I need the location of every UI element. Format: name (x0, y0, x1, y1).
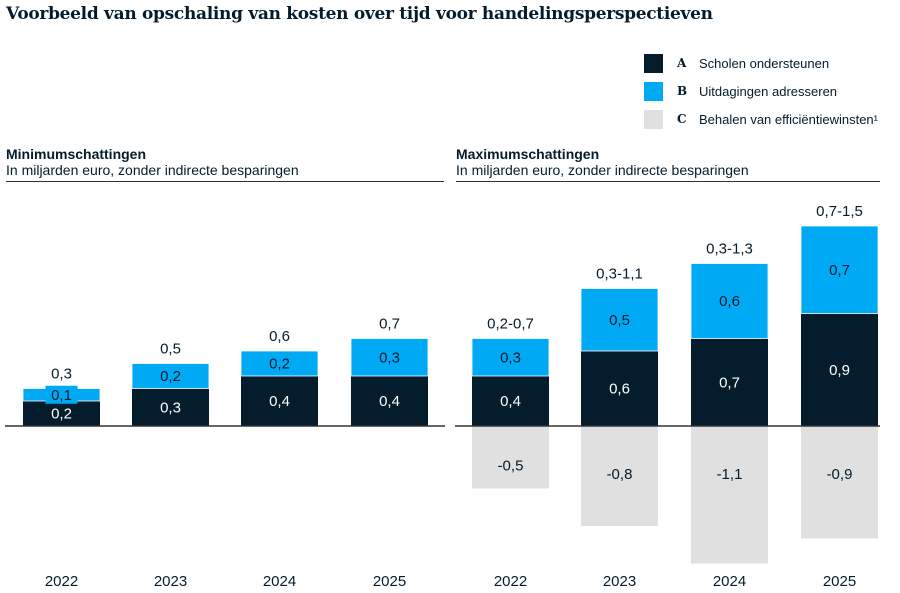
legend-label: Scholen ondersteunen (699, 55, 830, 71)
data-label: 0,3 (160, 399, 181, 416)
data-label: 0,1 (51, 387, 72, 404)
legend-swatch (644, 81, 663, 101)
legend-key: B (677, 84, 688, 98)
legend-item-b: B Uitdagingen adresseren (644, 78, 878, 104)
data-label: -1,1 (717, 466, 743, 483)
data-label: 0,2 (51, 406, 72, 423)
bar-segment-c (581, 426, 658, 526)
x-tick-label: 2024 (263, 573, 296, 590)
total-label: 0,7-1,5 (816, 203, 863, 220)
label-background (45, 385, 78, 404)
bar-segment-a (472, 376, 549, 426)
total-label: 0,6 (269, 328, 290, 345)
bar-segment-a (132, 388, 209, 426)
total-label: 0,7 (379, 316, 400, 333)
data-label: 0,5 (609, 312, 630, 329)
chart-title: Voorbeeld van opschaling van kosten over… (6, 4, 713, 24)
bar-segment-c (801, 426, 878, 539)
bar-segment-a (241, 376, 318, 426)
bar-segment-a (23, 401, 100, 426)
data-label: 0,2 (160, 368, 181, 385)
bar-segment-a (351, 376, 428, 426)
total-label: 0,3 (51, 366, 72, 383)
bar-segment-a (691, 338, 768, 426)
total-label: 0,3-1,3 (706, 241, 753, 258)
data-label: 0,7 (829, 262, 850, 279)
data-label: 0,4 (500, 393, 521, 410)
bar-segment-b (131, 363, 210, 389)
bar-segment-b (800, 225, 879, 314)
data-label: -0,8 (607, 466, 633, 483)
legend: A Scholen ondersteunen B Uitdagingen adres… (644, 50, 878, 134)
data-label: 0,6 (609, 381, 630, 398)
x-tick-label: 2024 (713, 573, 746, 590)
data-label: 0,3 (500, 349, 521, 366)
panel-title: Maximumschattingen (456, 146, 600, 162)
x-tick-label: 2023 (603, 573, 636, 590)
x-tick-label: 2023 (154, 573, 187, 590)
data-label: 0,2 (269, 356, 290, 373)
legend-item-a: A Scholen ondersteunen (644, 50, 878, 76)
x-tick-label: 2022 (45, 573, 78, 590)
legend-label: Uitdagingen adresseren (699, 83, 838, 99)
legend-item-c: C Behalen van efficiëntiewinsten¹ (644, 106, 878, 132)
data-label: -0,5 (498, 457, 524, 474)
legend-swatch (644, 53, 663, 73)
total-label: 0,5 (160, 341, 181, 358)
panel-header-min: Minimumschattingen In miljarden euro, zo… (6, 146, 444, 182)
bar-segment-a (801, 313, 878, 426)
data-label: 0,9 (829, 362, 850, 379)
bar-segment-b (240, 350, 319, 377)
panel-header-max: Maximumschattingen In miljarden euro, zo… (456, 146, 880, 182)
panel-subtitle: In miljarden euro, zonder indirecte besp… (6, 162, 299, 178)
bar-segment-c (691, 426, 768, 564)
data-label: 0,4 (269, 393, 290, 410)
bar-segment-b (580, 288, 659, 352)
data-label: 0,7 (719, 374, 740, 391)
panel-title: Minimumschattingen (6, 146, 147, 162)
total-label: 0,2-0,7 (487, 316, 534, 333)
panel-subtitle: In miljarden euro, zonder indirecte besp… (456, 162, 749, 178)
x-tick-label: 2025 (823, 573, 856, 590)
bar-segment-b (350, 338, 429, 377)
data-label: 0,3 (379, 349, 400, 366)
bar-segment-b (471, 338, 550, 377)
x-tick-label: 2022 (494, 573, 527, 590)
total-label: 0,3-1,1 (596, 266, 643, 283)
bar-segment-c (472, 426, 549, 489)
data-label: -0,9 (827, 466, 853, 483)
x-tick-label: 2025 (373, 573, 406, 590)
bar-segment-a (581, 351, 658, 426)
data-label: 0,4 (379, 393, 400, 410)
data-label: 0,6 (719, 293, 740, 310)
legend-key: A (677, 56, 687, 70)
bar-segment-b (690, 263, 769, 339)
legend-label: Behalen van efficiëntiewinsten¹ (699, 111, 878, 127)
legend-swatch (644, 109, 663, 129)
legend-key: C (677, 112, 687, 126)
